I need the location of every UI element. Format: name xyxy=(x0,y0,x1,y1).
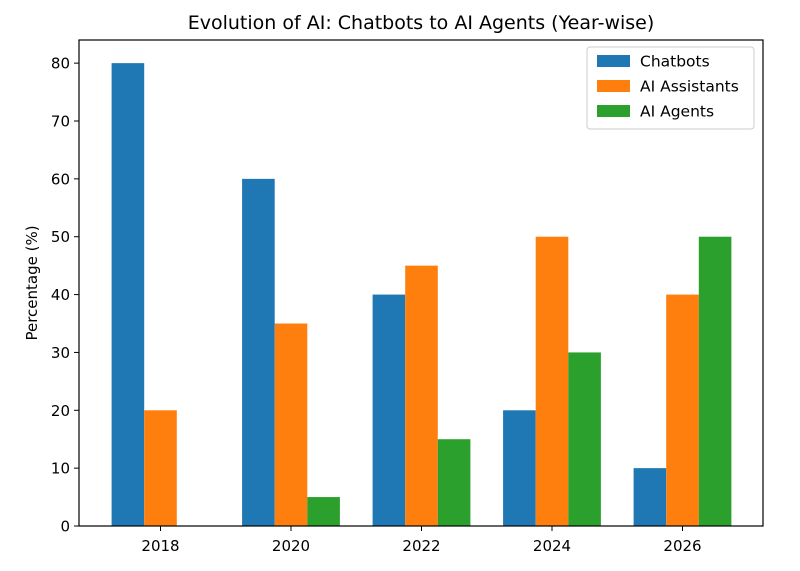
y-tick-label: 60 xyxy=(51,170,70,188)
legend: Chatbots AI Assistants AI Agents xyxy=(586,46,755,130)
bar-ai-agents-2020 xyxy=(307,497,340,526)
y-tick-label: 30 xyxy=(51,344,70,362)
bar-chatbots-2026 xyxy=(633,468,667,526)
bar-ai-assistants-2018 xyxy=(144,410,177,526)
x-tick-label: 2024 xyxy=(533,537,571,555)
bar-ai-assistants-2020 xyxy=(274,323,308,526)
x-tick-label: 2020 xyxy=(272,537,310,555)
y-tick-label: 20 xyxy=(51,402,70,420)
bar-chatbots-2018 xyxy=(111,63,145,527)
y-tick-label: 0 xyxy=(60,518,70,536)
y-axis-label: Percentage (%) xyxy=(23,225,41,340)
bar-chatbots-2024 xyxy=(503,410,536,526)
plot-frame xyxy=(78,39,764,527)
y-axis-ticks: 0 10 20 30 40 50 60 70 80 xyxy=(51,55,79,536)
bar-chatbots-2020 xyxy=(242,178,275,526)
y-tick-label: 10 xyxy=(51,460,70,478)
x-tick-label: 2026 xyxy=(663,537,701,555)
y-tick-label: 70 xyxy=(51,113,70,131)
legend-swatch-ai-agents xyxy=(597,105,630,117)
chart-title: Evolution of AI: Chatbots to AI Agents (… xyxy=(188,12,655,34)
legend-swatch-ai-assistants xyxy=(597,80,630,92)
legend-label-chatbots: Chatbots xyxy=(640,53,710,71)
y-tick-label: 50 xyxy=(51,228,70,246)
legend-label-ai-assistants: AI Assistants xyxy=(640,78,739,96)
bar-ai-assistants-2026 xyxy=(666,294,699,526)
legend-swatch-chatbots xyxy=(597,55,630,67)
x-tick-label: 2022 xyxy=(402,537,440,555)
bar-ai-agents-2022 xyxy=(437,439,471,526)
x-tick-label: 2018 xyxy=(141,537,179,555)
bars xyxy=(111,63,732,527)
bar-chatbots-2022 xyxy=(372,294,406,526)
y-tick-label: 80 xyxy=(51,55,70,73)
bar-ai-agents-2026 xyxy=(698,236,732,526)
bar-ai-agents-2024 xyxy=(568,352,601,526)
x-axis-ticks: 2018 2020 2022 2024 2026 xyxy=(141,526,702,555)
y-tick-label: 40 xyxy=(51,286,70,304)
bar-ai-assistants-2022 xyxy=(405,265,438,526)
legend-label-ai-agents: AI Agents xyxy=(640,103,714,121)
bar-ai-assistants-2024 xyxy=(535,236,569,526)
